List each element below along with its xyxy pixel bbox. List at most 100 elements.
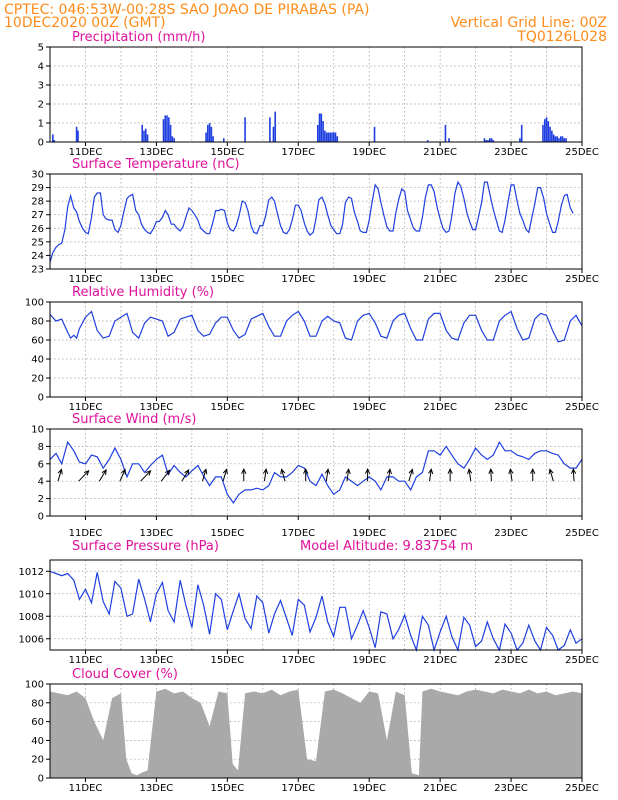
wind-arrow <box>280 468 286 482</box>
x-tick-label: 11DEC <box>69 528 103 539</box>
series-line <box>49 180 574 263</box>
panel-2: 0 20 40 60 80 100 11DEC 13DEC 15DEC 17DEC 19DEC 21D… <box>25 285 599 413</box>
x-tick-label: 15DEC <box>210 402 244 413</box>
y-tick-label: 0 <box>38 774 44 785</box>
x-tick-label: 19DEC <box>352 528 386 539</box>
y-tick-label: 100 <box>25 680 44 691</box>
precip-bar <box>543 119 546 142</box>
panel-title: Surface Temperature (nC) <box>72 157 240 172</box>
x-tick-label: 23DEC <box>494 655 528 666</box>
cloud-cover-area <box>50 688 582 778</box>
precip-bar <box>77 130 79 142</box>
precip-bar <box>318 113 321 142</box>
y-tick-label: 27 <box>31 210 44 221</box>
x-tick-label: 19DEC <box>352 147 386 158</box>
y-tick-label: 23 <box>31 265 44 276</box>
precip-bar <box>269 117 271 142</box>
y-tick-label: 3 <box>38 81 44 92</box>
wind-arrow <box>530 468 536 482</box>
x-tick-label: 13DEC <box>140 402 174 413</box>
x-tick-label: 11DEC <box>69 655 103 666</box>
precip-bar <box>212 136 214 142</box>
precip-bar <box>324 130 326 142</box>
wind-arrow <box>428 468 434 482</box>
precip-bar <box>173 138 175 142</box>
y-tick-label: 1008 <box>19 612 44 623</box>
precip-bar <box>487 140 489 142</box>
y-tick-label: 29 <box>31 183 44 194</box>
panel-title: Surface Pressure (hPa) <box>72 539 219 554</box>
precip-bar <box>559 136 562 142</box>
y-tick-label: 1010 <box>19 589 44 600</box>
x-tick-label: 17DEC <box>281 528 315 539</box>
x-tick-label: 23DEC <box>494 783 528 794</box>
precip-bar <box>207 124 209 142</box>
x-tick-label: 13DEC <box>140 528 174 539</box>
x-tick-label: 11DEC <box>69 147 103 158</box>
precip-bar <box>143 130 145 142</box>
panel-3: 0 2 4 6 8 10 11DEC 13DEC 15DEC 17DEC 19DEC 21DEC 23D… <box>31 412 599 539</box>
wind-arrow <box>408 468 414 482</box>
y-tick-label: 0 <box>38 138 44 149</box>
precip-bar <box>162 119 165 142</box>
y-tick-label: 2 <box>38 494 44 505</box>
x-tick-label: 25DEC <box>565 528 599 539</box>
precip-bar <box>210 126 213 142</box>
x-tick-label: 21DEC <box>423 655 457 666</box>
precip-bar <box>316 124 319 142</box>
precip-bar <box>426 140 429 142</box>
x-tick-label: 23DEC <box>494 274 528 285</box>
x-tick-label: 19DEC <box>352 783 386 794</box>
wind-arrow <box>119 468 126 482</box>
header-station: CPTEC: 046:53W-00:28S SAO JOAO DE PIRABA… <box>4 2 369 18</box>
precip-bar <box>334 132 337 142</box>
y-tick-label: 20 <box>31 755 44 766</box>
y-tick-label: 100 <box>25 298 44 309</box>
precip-bar <box>542 124 544 142</box>
panel-4: 1006 1008 1010 1012 11DEC 13DEC 15DEC 17DEC 19DE… <box>19 539 599 666</box>
precip-bar <box>332 132 335 142</box>
precip-bar <box>169 124 172 142</box>
precip-bar <box>488 138 491 142</box>
precip-bar <box>141 124 144 142</box>
y-tick-label: 24 <box>31 251 44 262</box>
x-tick-label: 25DEC <box>565 147 599 158</box>
y-tick-label: 80 <box>31 317 44 328</box>
wind-arrow <box>447 468 453 482</box>
precip-bar <box>448 138 450 142</box>
precip-bar <box>166 115 168 142</box>
x-tick-label: 17DEC <box>281 783 315 794</box>
panel-frame <box>49 46 583 143</box>
precip-bar <box>144 128 147 142</box>
x-tick-label: 25DEC <box>565 655 599 666</box>
precip-bar <box>563 138 566 142</box>
wind-arrow <box>508 468 514 482</box>
panel-title: Surface Wind (m/s) <box>72 412 196 427</box>
precip-bar <box>205 132 207 142</box>
wind-arrow <box>467 468 473 482</box>
precip-bar <box>492 140 495 142</box>
wind-arrow <box>570 468 577 482</box>
precip-bar <box>327 132 330 142</box>
precip-bar <box>554 136 557 142</box>
x-tick-label: 25DEC <box>565 274 599 285</box>
y-tick-label: 26 <box>31 224 44 235</box>
x-tick-label: 15DEC <box>210 528 244 539</box>
wind-arrow <box>202 468 208 482</box>
wind-arrow <box>57 468 63 482</box>
y-tick-label: 60 <box>31 717 44 728</box>
wind-arrow <box>303 468 309 482</box>
panel-title: Cloud Cover (%) <box>72 667 178 682</box>
x-tick-label: 23DEC <box>494 528 528 539</box>
y-tick-label: 20 <box>31 374 44 385</box>
wind-arrow <box>241 468 247 482</box>
precip-bar <box>274 111 277 142</box>
precip-bar <box>485 140 488 142</box>
precip-bar <box>545 117 548 142</box>
x-tick-label: 11DEC <box>69 402 103 413</box>
wind-arrow <box>262 468 269 482</box>
x-tick-label: 13DEC <box>140 274 174 285</box>
precip-bar <box>520 124 523 142</box>
